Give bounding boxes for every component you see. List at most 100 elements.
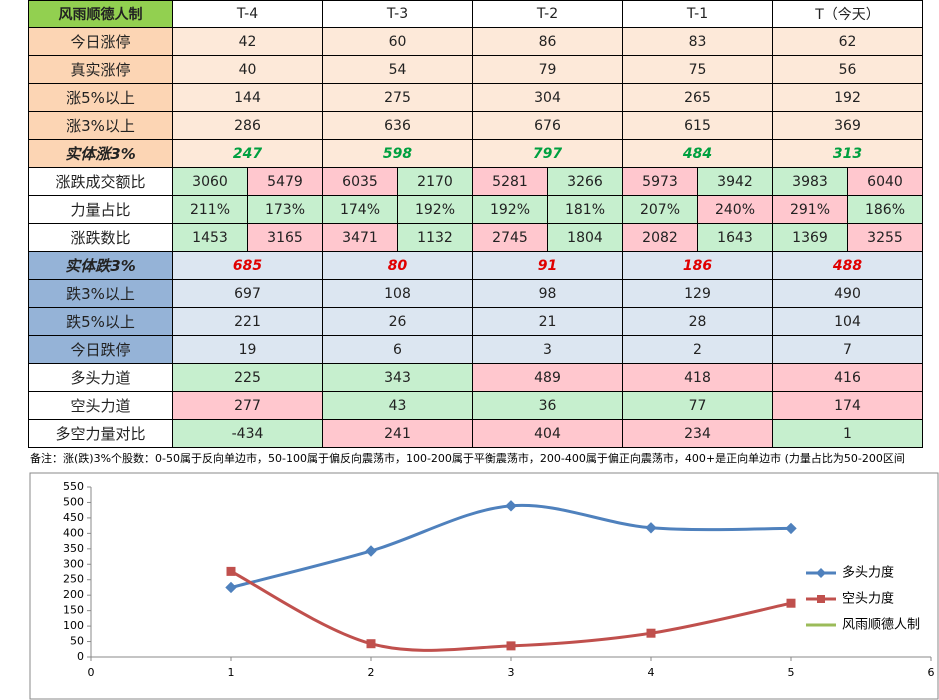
cell: 484	[623, 140, 773, 168]
cell: 5973	[623, 168, 698, 196]
marker	[785, 522, 797, 535]
marker	[366, 639, 376, 649]
cell: T-4	[173, 0, 323, 28]
cell: 265	[623, 84, 773, 112]
cell: 174%	[323, 196, 398, 224]
cell: 2745	[473, 224, 548, 252]
cell: 247	[173, 140, 323, 168]
cell: 60	[323, 28, 473, 56]
cell: 277	[173, 392, 323, 420]
cell: 7	[773, 336, 923, 364]
cell: 108	[323, 280, 473, 308]
cell: 6035	[323, 168, 398, 196]
cell: 1804	[548, 224, 623, 252]
cell: 6040	[848, 168, 923, 196]
cell: 涨3%以上	[28, 112, 173, 140]
cell: 涨跌成交额比	[28, 168, 173, 196]
cell: 676	[473, 112, 623, 140]
cell: 40	[173, 56, 323, 84]
cell: 43	[323, 392, 473, 420]
cell: 221	[173, 308, 323, 336]
cell: 空头力道	[28, 392, 173, 420]
marker	[646, 628, 656, 638]
cell: 80	[323, 252, 473, 280]
cell: 369	[773, 112, 923, 140]
cell: 涨跌数比	[28, 224, 173, 252]
cell: 192%	[398, 196, 473, 224]
cell: 489	[473, 364, 623, 392]
y-tick-label: 500	[63, 495, 84, 508]
cell: 3266	[548, 168, 623, 196]
cell: 62	[773, 28, 923, 56]
legend-label: 多头力度	[842, 565, 894, 581]
cell: 488	[773, 252, 923, 280]
marker	[365, 545, 377, 557]
y-tick-label: 300	[63, 557, 84, 570]
marker	[505, 500, 517, 512]
cell: 98	[473, 280, 623, 308]
cell: 3060	[173, 168, 248, 196]
chart: 0 50 100 150 200 250 300 350 400 450 500 550 0 1 2 3 4 5 6…	[29, 472, 939, 700]
cell: 207%	[623, 196, 698, 224]
cell: 3942	[698, 168, 773, 196]
cell: 实体涨3%	[28, 140, 173, 168]
cell: 192	[773, 84, 923, 112]
cell: 77	[623, 392, 773, 420]
marker	[226, 566, 236, 576]
cell: 144	[173, 84, 323, 112]
cell: 174	[773, 392, 923, 420]
cell: 风雨顺德人制	[28, 0, 173, 28]
cell: 636	[323, 112, 473, 140]
x-tick-label: 0	[88, 666, 95, 679]
cell: 685	[173, 252, 323, 280]
cell: 3	[473, 336, 623, 364]
cell: 241	[323, 420, 473, 448]
cell: T-1	[623, 0, 773, 28]
x-tick-label: 6	[928, 666, 935, 679]
cell: 490	[773, 280, 923, 308]
y-tick-label: 550	[63, 480, 84, 493]
cell: 240%	[698, 196, 773, 224]
y-tick-label: 450	[63, 511, 84, 524]
cell: 275	[323, 84, 473, 112]
cell: 598	[323, 140, 473, 168]
marker	[645, 522, 657, 534]
cell: 力量占比	[28, 196, 173, 224]
cell: 多空力量对比	[28, 420, 173, 448]
x-tick-label: 1	[228, 666, 235, 679]
y-tick-label: 50	[70, 635, 84, 648]
cell: 跌5%以上	[28, 308, 173, 336]
cell: 79	[473, 56, 623, 84]
cell: 1643	[698, 224, 773, 252]
cell: 56	[773, 56, 923, 84]
cell: 186	[623, 252, 773, 280]
y-tick-label: 0	[77, 650, 84, 663]
cell: 697	[173, 280, 323, 308]
cell: T-2	[473, 0, 623, 28]
cell: 404	[473, 420, 623, 448]
cell: 多头力道	[28, 364, 173, 392]
cell: 304	[473, 84, 623, 112]
legend-label: 空头力度	[842, 591, 894, 607]
x-tick-label: 5	[788, 666, 795, 679]
cell: 192%	[473, 196, 548, 224]
cell: 225	[173, 364, 323, 392]
cell: 54	[323, 56, 473, 84]
cell: T（今天）	[773, 0, 923, 28]
cell: 234	[623, 420, 773, 448]
cell: 2170	[398, 168, 473, 196]
y-tick-label: 250	[63, 573, 84, 586]
cell: 186%	[848, 196, 923, 224]
cell: 173%	[248, 196, 323, 224]
cell: 涨5%以上	[28, 84, 173, 112]
cell: 291%	[773, 196, 848, 224]
cell: 313	[773, 140, 923, 168]
y-tick-label: 350	[63, 542, 84, 555]
marker	[225, 581, 237, 594]
cell: 75	[623, 56, 773, 84]
cell: 1453	[173, 224, 248, 252]
cell: 6	[323, 336, 473, 364]
cell: 418	[623, 364, 773, 392]
cell: 跌3%以上	[28, 280, 173, 308]
